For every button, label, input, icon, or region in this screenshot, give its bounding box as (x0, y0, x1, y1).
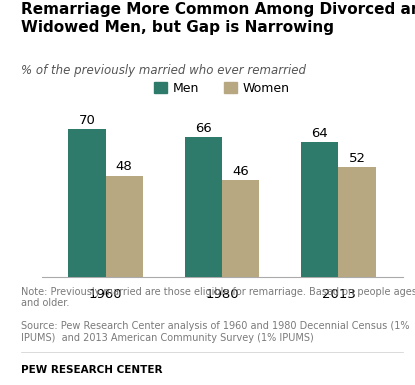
Text: PEW RESEARCH CENTER: PEW RESEARCH CENTER (21, 365, 162, 375)
Bar (68, 129, 105, 277)
Text: 46: 46 (232, 165, 249, 178)
Bar (185, 137, 222, 277)
Bar (222, 180, 259, 277)
Text: Source: Pew Research Center analysis of 1960 and 1980 Decennial Census (1%
IPUMS: Source: Pew Research Center analysis of … (21, 321, 409, 343)
Text: Remarriage More Common Among Divorced and
Widowed Men, but Gap is Narrowing: Remarriage More Common Among Divorced an… (21, 2, 415, 35)
Legend: Men, Women: Men, Women (149, 77, 295, 100)
Bar (339, 167, 376, 277)
Text: 70: 70 (78, 114, 95, 127)
Text: 66: 66 (195, 122, 212, 136)
Text: % of the previously married who ever remarried: % of the previously married who ever rem… (21, 64, 306, 77)
Text: 64: 64 (312, 127, 328, 140)
Bar (105, 176, 143, 277)
Text: 48: 48 (116, 161, 132, 173)
Text: Note: Previously married are those eligible for remarriage. Based on people ages: Note: Previously married are those eligi… (21, 287, 415, 308)
Bar (301, 142, 339, 277)
Text: 52: 52 (349, 152, 366, 165)
